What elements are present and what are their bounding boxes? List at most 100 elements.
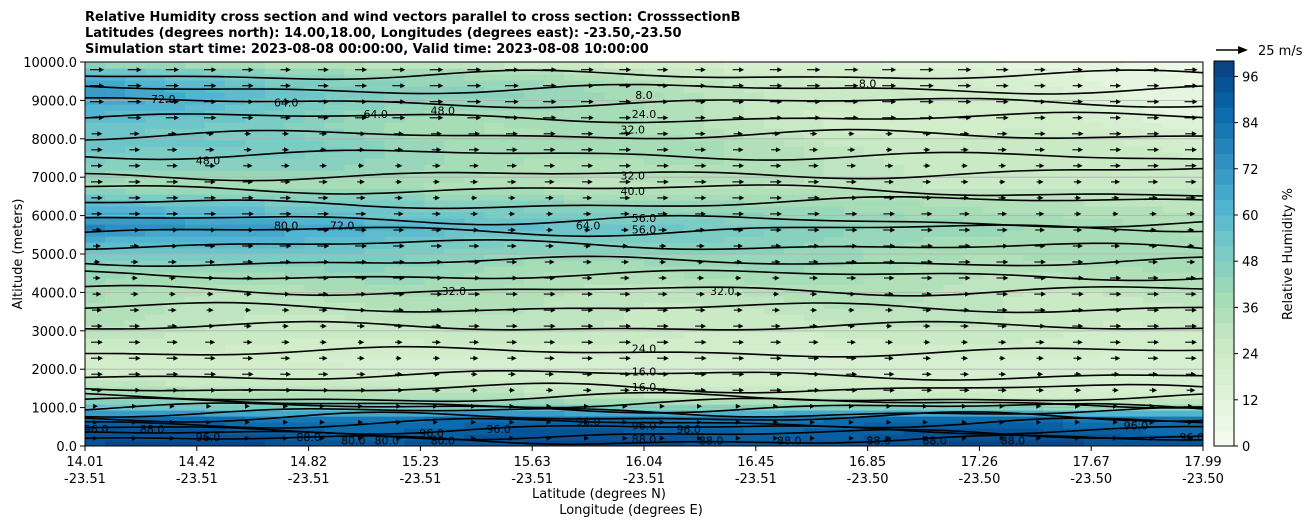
field-cell bbox=[723, 110, 745, 117]
wind-vector-head bbox=[1076, 195, 1082, 201]
wind-vector-head bbox=[93, 403, 98, 409]
wind-vector-head bbox=[283, 323, 289, 329]
field-cell bbox=[544, 92, 565, 99]
wind-vector-head bbox=[663, 195, 669, 201]
field-cell bbox=[1003, 302, 1024, 309]
field-cell bbox=[584, 74, 605, 81]
wind-vector-head bbox=[546, 435, 552, 441]
field-cell bbox=[683, 200, 705, 207]
field-cell bbox=[544, 362, 565, 369]
field-cell bbox=[564, 110, 585, 117]
field-cell bbox=[264, 248, 286, 255]
field-cell bbox=[464, 332, 485, 339]
field-cell bbox=[983, 68, 1004, 75]
wind-vector-head bbox=[550, 339, 556, 345]
field-cell bbox=[743, 338, 765, 345]
field-cell bbox=[783, 92, 805, 99]
wind-vector-head bbox=[1003, 99, 1009, 105]
field-cell bbox=[304, 260, 326, 267]
wind-vector-head bbox=[549, 179, 555, 185]
wind-vector-head bbox=[851, 275, 857, 281]
field-cell bbox=[963, 68, 984, 75]
field-cell bbox=[783, 374, 805, 381]
field-cell bbox=[344, 308, 366, 315]
field-cell bbox=[743, 398, 765, 405]
field-cell bbox=[1003, 74, 1024, 81]
field-cell bbox=[284, 182, 306, 189]
field-cell bbox=[524, 290, 545, 297]
field-cell bbox=[1043, 122, 1064, 129]
field-cell bbox=[1023, 146, 1044, 153]
field-cell bbox=[803, 152, 825, 159]
field-cell bbox=[164, 278, 186, 285]
field-cell bbox=[1063, 272, 1084, 279]
wind-vector-head bbox=[1154, 339, 1159, 345]
wind-vector-head bbox=[322, 307, 328, 313]
wind-vector-head bbox=[1149, 435, 1155, 441]
field-cell bbox=[1023, 248, 1044, 255]
field-cell bbox=[983, 278, 1004, 285]
contour-line bbox=[85, 255, 1203, 268]
field-cell bbox=[164, 248, 186, 255]
field-cell bbox=[85, 86, 106, 93]
field-cell bbox=[1003, 68, 1024, 75]
wind-vector-head bbox=[358, 419, 364, 425]
field-cell bbox=[85, 182, 106, 189]
field-cell bbox=[843, 278, 865, 285]
wind-vector-head bbox=[436, 323, 442, 329]
field-cell bbox=[344, 152, 366, 159]
field-cell bbox=[803, 386, 825, 393]
field-cell bbox=[164, 428, 186, 435]
field-cell bbox=[863, 290, 885, 297]
field-cell bbox=[943, 164, 965, 171]
field-cell bbox=[364, 200, 386, 207]
field-cell bbox=[424, 152, 445, 159]
field-cell bbox=[863, 392, 885, 399]
field-cell bbox=[284, 314, 306, 321]
field-cell bbox=[344, 296, 366, 303]
wind-vector-head bbox=[584, 435, 589, 441]
field-cell bbox=[404, 416, 425, 423]
field-cell bbox=[144, 410, 166, 417]
wind-vector-head bbox=[961, 435, 967, 441]
field-cell bbox=[903, 380, 925, 387]
wind-vector-head bbox=[739, 99, 745, 105]
field-cell bbox=[1163, 176, 1184, 183]
field-cell bbox=[923, 266, 945, 273]
field-cell bbox=[524, 164, 545, 171]
field-cell bbox=[184, 254, 206, 261]
wind-vector-head bbox=[1039, 163, 1045, 169]
wind-vector-head bbox=[1113, 387, 1119, 393]
wind-vector-head bbox=[360, 195, 366, 201]
field-cell bbox=[304, 188, 326, 195]
field-cell bbox=[204, 224, 226, 231]
field-cell bbox=[1083, 386, 1104, 393]
field-cell bbox=[863, 188, 885, 195]
field-cell bbox=[1143, 230, 1164, 237]
field-cell bbox=[703, 218, 725, 225]
wind-vector-head bbox=[136, 99, 142, 105]
field-cell bbox=[1103, 386, 1124, 393]
field-cell bbox=[663, 200, 685, 207]
field-cell bbox=[1023, 230, 1044, 237]
field-cell bbox=[104, 410, 126, 417]
field-cell bbox=[264, 422, 286, 429]
field-cell bbox=[1143, 302, 1164, 309]
field-cell bbox=[324, 434, 346, 441]
field-cell bbox=[104, 116, 126, 123]
field-cell bbox=[584, 344, 605, 351]
wind-vector-head bbox=[1115, 259, 1121, 265]
field-cell bbox=[164, 362, 186, 369]
field-cell bbox=[663, 116, 685, 123]
field-cell bbox=[683, 392, 705, 399]
field-cell bbox=[524, 110, 545, 117]
wind-vector-head bbox=[361, 291, 367, 297]
field-cell bbox=[1083, 308, 1104, 315]
field-cell bbox=[164, 128, 186, 135]
field-cell bbox=[1063, 320, 1084, 327]
field-cell bbox=[1183, 380, 1203, 387]
field-cell bbox=[1123, 122, 1144, 129]
field-cell bbox=[224, 392, 246, 399]
field-cell bbox=[304, 68, 326, 75]
